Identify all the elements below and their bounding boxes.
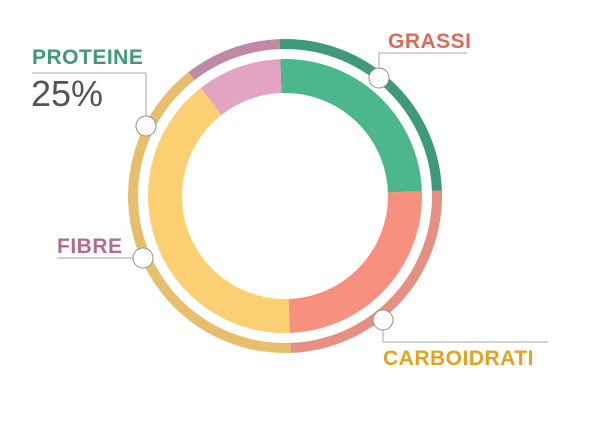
leader-line-carboidrati: [382, 320, 548, 343]
label-fibre: FIBRE: [57, 235, 123, 258]
marker-dot-fibre: [132, 247, 154, 269]
outer-arc-fibre: [188, 39, 280, 81]
leader-line-grassi: [378, 52, 467, 78]
slice-carboidrati: [148, 88, 290, 333]
marker-dot-carboidrati: [372, 309, 394, 331]
slice-proteine: [280, 59, 422, 193]
label-grassi: GRASSI: [388, 30, 472, 53]
label-carboidrati: CARBOIDRATI: [383, 347, 534, 370]
inner-ring: [148, 59, 422, 333]
slice-fibre: [200, 59, 282, 116]
label-proteine: PROTEINE: [32, 46, 144, 69]
marker-dot-proteine: [135, 115, 157, 137]
marker-dot-grassi: [368, 67, 390, 89]
leader-lines: [32, 52, 548, 343]
value-proteine: 25%: [31, 73, 104, 114]
slice-grassi: [288, 191, 422, 333]
outer-arc-grassi: [290, 190, 442, 353]
outer-arc-proteine: [279, 39, 442, 191]
